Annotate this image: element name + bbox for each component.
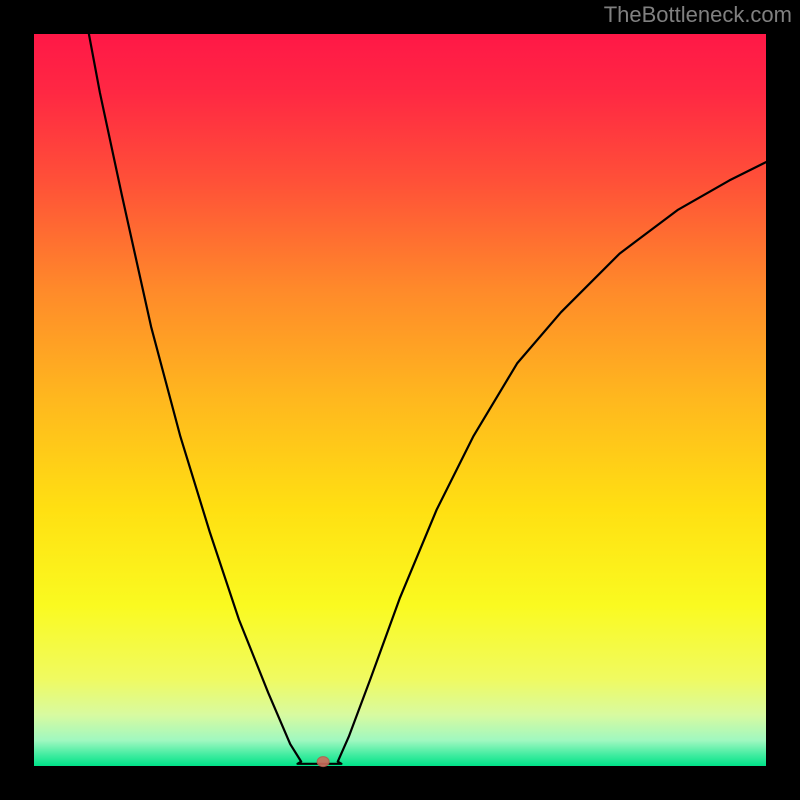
optimal-point-marker (317, 757, 329, 767)
bottleneck-curve (89, 34, 766, 764)
curve-layer (34, 34, 766, 766)
chart-container: TheBottleneck.com (0, 0, 800, 800)
watermark-text: TheBottleneck.com (604, 2, 792, 28)
plot-area (34, 34, 766, 766)
